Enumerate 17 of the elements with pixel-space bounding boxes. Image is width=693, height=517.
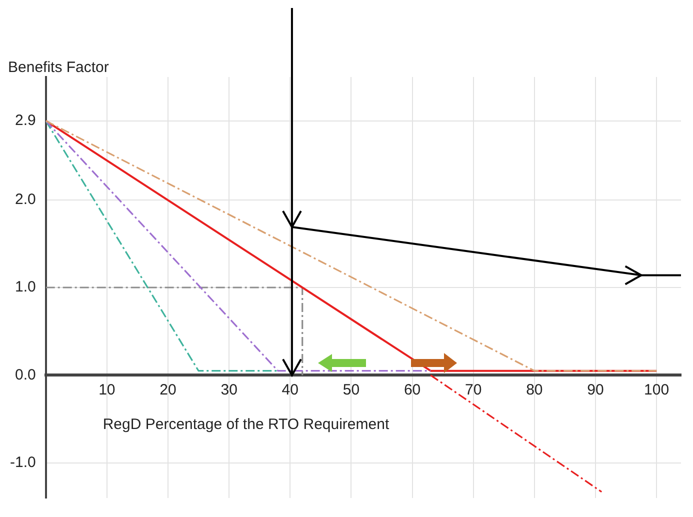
x-tick-label: 40	[282, 381, 298, 398]
x-tick-label: 70	[465, 381, 482, 398]
y-tick-label: 2.9	[14, 112, 36, 129]
y-tick-label: 2.0	[14, 190, 36, 208]
x-tick-label: 90	[587, 381, 604, 398]
y-tick-label: 0.0	[14, 366, 36, 384]
x-tick-label: 100	[644, 381, 670, 398]
y-tick-label: -1.0	[10, 454, 36, 472]
x-tick-label: 10	[98, 381, 116, 398]
x-tick-label: 20	[160, 381, 176, 398]
x-axis-title: RegD Percentage of the RTO Requirement	[102, 416, 390, 434]
x-tick-label: 30	[220, 381, 238, 398]
x-tick-label: 80	[526, 381, 543, 398]
x-tick-label: 50	[342, 381, 360, 398]
y-axis-title: Benefits Factor	[8, 59, 109, 76]
x-tick-label: 60	[404, 381, 421, 398]
y-tick-label: 1.0	[14, 278, 36, 296]
